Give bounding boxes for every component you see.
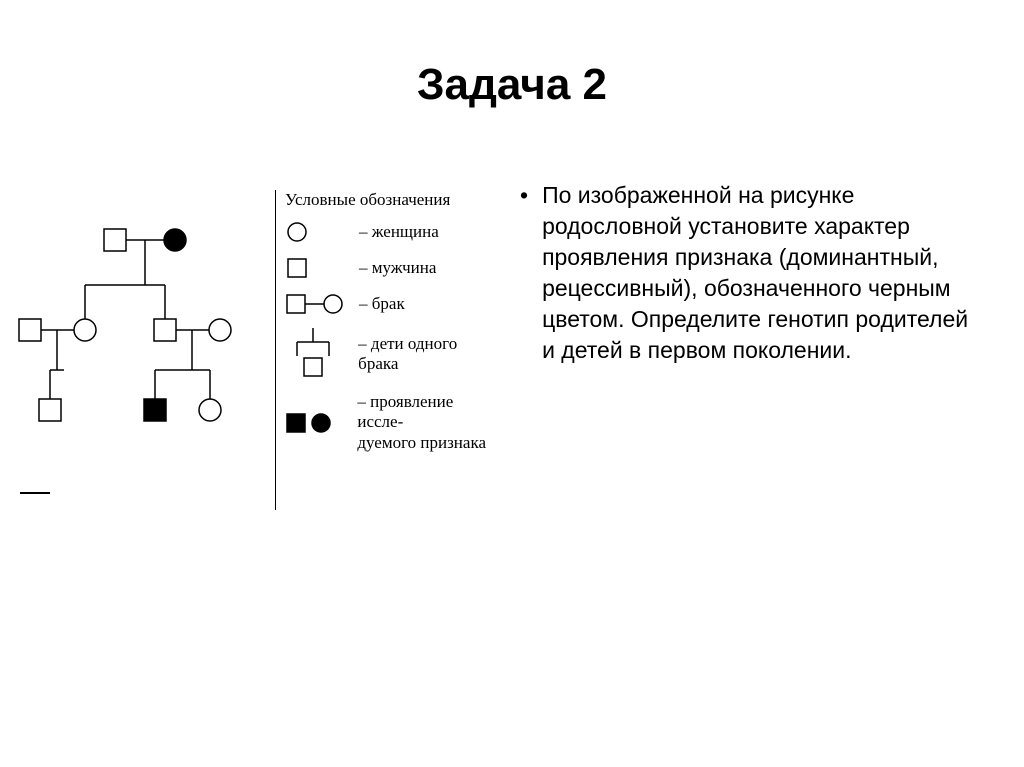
pedigree-node-g2m2 [154, 319, 176, 341]
pedigree-node-g1m [104, 229, 126, 251]
legend-divider [275, 190, 276, 510]
dash-mark [20, 490, 50, 494]
circle-icon [285, 220, 355, 244]
text-panel: • По изображенной на рисунке родословной… [500, 180, 1020, 560]
trait-icon [285, 411, 353, 435]
pedigree-node-g1f [164, 229, 186, 251]
pedigree-node-g2f1 [74, 319, 96, 341]
marriage-icon [285, 292, 355, 316]
pedigree-node-g3m1 [39, 399, 61, 421]
legend-children-label: – дети одного брака [354, 334, 500, 375]
page-title: Задача 2 [0, 60, 1024, 110]
legend-row-trait: – проявление иссле- дуемого признака [285, 392, 500, 453]
bullet-item: • По изображенной на рисунке родословной… [520, 180, 980, 366]
bullet-icon: • [520, 180, 528, 366]
bullet-text: По изображенной на рисунке родословной у… [542, 180, 980, 366]
legend-box: Условные обозначения – женщина – мужчина [285, 190, 500, 465]
diagram-panel: Условные обозначения – женщина – мужчина [0, 180, 500, 560]
legend-row-male: – мужчина [285, 256, 500, 280]
content-area: Условные обозначения – женщина – мужчина [0, 180, 1024, 560]
pedigree-node-g2m1 [19, 319, 41, 341]
legend-female-label: – женщина [355, 222, 439, 242]
legend-row-children: – дети одного брака [285, 328, 500, 380]
square-icon [285, 256, 355, 280]
pedigree-node-g3f2 [199, 399, 221, 421]
legend-row-female: – женщина [285, 220, 500, 244]
legend-trait-label: – проявление иссле- дуемого признака [353, 392, 500, 453]
legend-row-marriage: – брак [285, 292, 500, 316]
pedigree-node-g3m2 [144, 399, 166, 421]
children-icon [285, 328, 354, 380]
legend-marriage-label: – брак [355, 294, 405, 314]
pedigree-node-g2f2 [209, 319, 231, 341]
pedigree-chart [0, 210, 280, 460]
legend-male-label: – мужчина [355, 258, 436, 278]
legend-heading: Условные обозначения [285, 190, 500, 210]
